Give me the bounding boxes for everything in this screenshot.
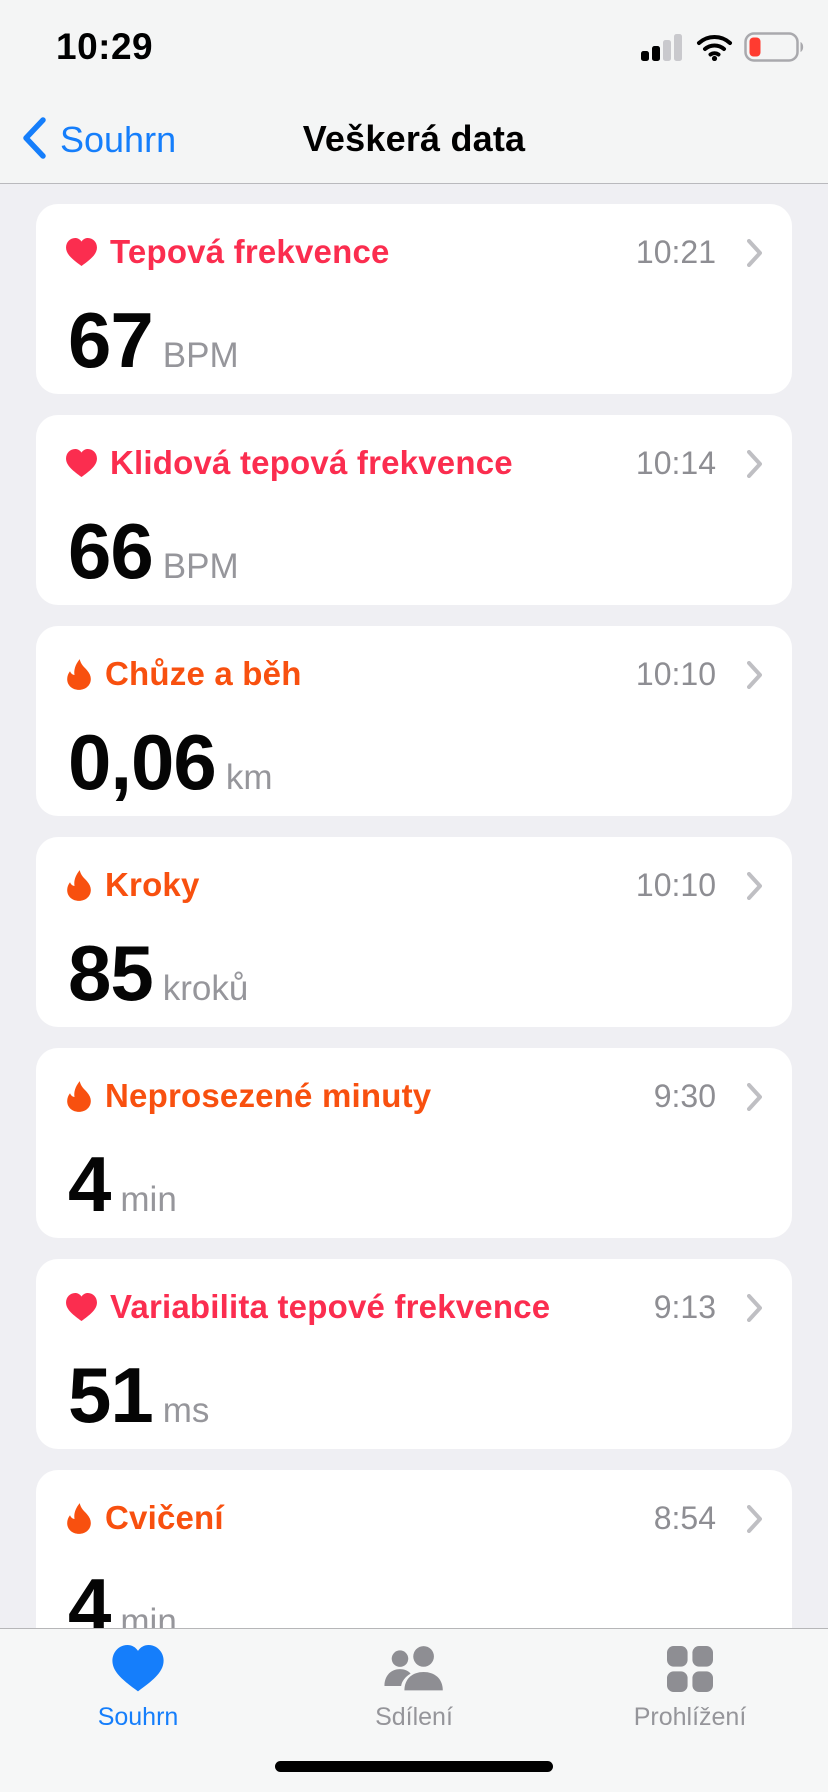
metric-card-resting-heart-rate[interactable]: Klidová tepová frekvence 10:14 66 BPM (36, 415, 792, 605)
card-header: Kroky 10:10 (66, 837, 762, 904)
people-icon (383, 1645, 445, 1693)
wifi-icon (696, 34, 733, 66)
card-header: Neprosezené minuty 9:30 (66, 1048, 762, 1115)
card-timestamp: 9:13 (653, 1289, 716, 1325)
card-value-row: 66 BPM (66, 512, 762, 590)
metric-value: 66 (68, 507, 154, 595)
metric-value: 4 (68, 1140, 111, 1228)
metric-unit: min (120, 1180, 177, 1219)
flame-icon (66, 1503, 92, 1534)
header: 10:29 (0, 0, 828, 184)
chevron-left-icon (22, 116, 46, 164)
card-title: Kroky (105, 866, 200, 904)
card-title: Neprosezené minuty (105, 1077, 432, 1115)
metric-value: 85 (68, 929, 154, 1017)
back-button[interactable]: Souhrn (22, 112, 176, 168)
card-header: Chůze a běh 10:10 (66, 626, 762, 693)
metric-value: 0,06 (68, 718, 217, 806)
card-header: Variabilita tepové frekvence 9:13 (66, 1259, 762, 1326)
card-timestamp: 10:21 (635, 234, 716, 270)
metric-card-heart-rate[interactable]: Tepová frekvence 10:21 67 BPM (36, 204, 792, 394)
grid-icon (667, 1645, 713, 1693)
metric-card-walking-running[interactable]: Chůze a běh 10:10 0,06 km (36, 626, 792, 816)
home-indicator[interactable] (275, 1761, 553, 1772)
card-title: Klidová tepová frekvence (110, 444, 513, 482)
chevron-right-icon (747, 238, 762, 267)
card-title: Cvičení (105, 1499, 224, 1537)
chevron-right-icon (747, 660, 762, 689)
card-timestamp: 10:14 (635, 445, 716, 481)
card-timestamp: 9:30 (653, 1078, 716, 1114)
tab-prohlizeni[interactable]: Prohlížení (552, 1629, 828, 1732)
metric-value: 51 (68, 1351, 154, 1439)
card-title: Tepová frekvence (110, 233, 390, 271)
chevron-right-icon (747, 449, 762, 478)
metric-value: 67 (68, 296, 154, 384)
card-title: Variabilita tepové frekvence (110, 1288, 551, 1326)
flame-icon (66, 659, 92, 690)
card-value-row: 0,06 km (66, 723, 762, 801)
metric-unit: BPM (162, 336, 239, 375)
status-icons (641, 32, 806, 67)
metric-card-hrv[interactable]: Variabilita tepové frekvence 9:13 51 ms (36, 1259, 792, 1449)
card-value-row: 85 kroků (66, 934, 762, 1012)
flame-icon (66, 1081, 92, 1112)
status-time: 10:29 (56, 26, 154, 67)
card-value-row: 51 ms (66, 1356, 762, 1434)
metric-unit: km (225, 758, 273, 797)
tab-label: Sdílení (375, 1703, 453, 1731)
metric-unit: ms (162, 1391, 210, 1430)
flame-icon (66, 870, 92, 901)
heart-icon (66, 1293, 97, 1322)
heart-icon (66, 238, 97, 267)
page-title: Veškerá data (302, 118, 526, 159)
chevron-right-icon (747, 1504, 762, 1533)
card-timestamp: 8:54 (653, 1500, 716, 1536)
chevron-right-icon (747, 1082, 762, 1111)
chevron-right-icon (747, 871, 762, 900)
card-header: Cvičení 8:54 (66, 1470, 762, 1537)
metric-unit: kroků (162, 969, 249, 1008)
metric-card-stand-minutes[interactable]: Neprosezené minuty 9:30 4 min (36, 1048, 792, 1238)
tab-label: Souhrn (97, 1703, 179, 1731)
heart-icon (112, 1645, 164, 1693)
card-header: Tepová frekvence 10:21 (66, 204, 762, 271)
tab-label: Prohlížení (633, 1703, 747, 1731)
back-button-label: Souhrn (60, 119, 177, 160)
battery-low-icon (744, 32, 806, 67)
card-timestamp: 10:10 (635, 656, 716, 692)
card-header: Klidová tepová frekvence 10:14 (66, 415, 762, 482)
data-list: Tepová frekvence 10:21 67 BPM Klidová te… (0, 184, 828, 1792)
tab-sdileni[interactable]: Sdílení (276, 1629, 552, 1732)
heart-icon (66, 449, 97, 478)
metric-card-steps[interactable]: Kroky 10:10 85 kroků (36, 837, 792, 1027)
cellular-signal-icon (641, 33, 685, 66)
chevron-right-icon (747, 1293, 762, 1322)
nav-bar: Souhrn Veškerá data (0, 100, 828, 182)
card-timestamp: 10:10 (635, 867, 716, 903)
card-value-row: 67 BPM (66, 301, 762, 379)
card-value-row: 4 min (66, 1145, 762, 1223)
tab-souhrn[interactable]: Souhrn (0, 1629, 276, 1732)
card-title: Chůze a běh (105, 655, 302, 693)
metric-unit: BPM (162, 547, 239, 586)
